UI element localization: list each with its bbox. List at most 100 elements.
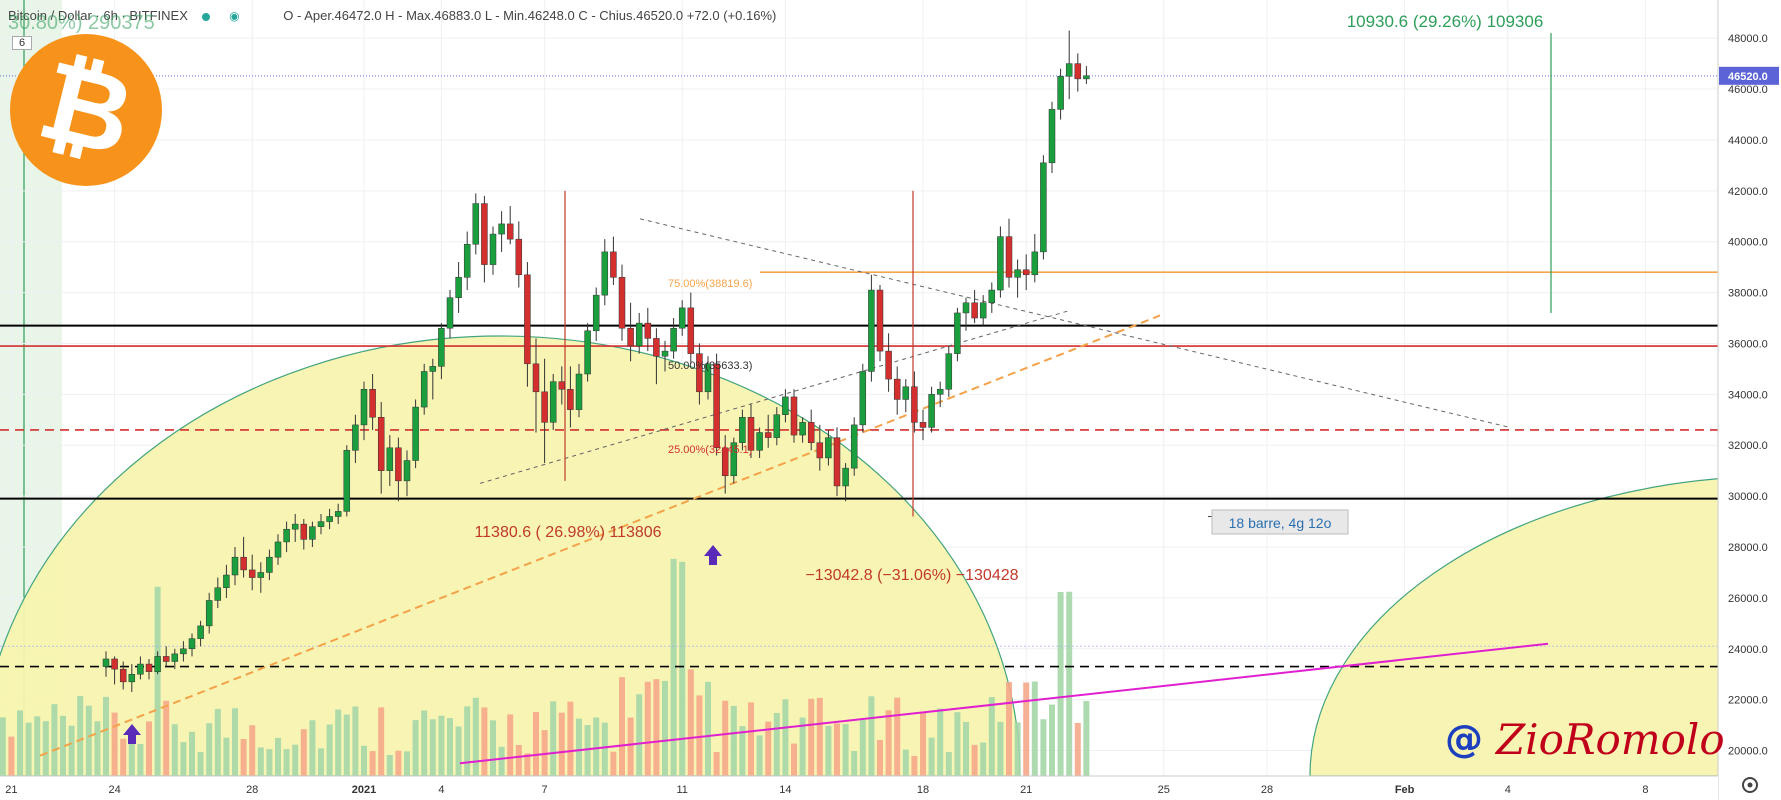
settings-gear-icon[interactable] [1742, 777, 1758, 793]
volume-bar [963, 721, 969, 776]
volume-bar [550, 701, 557, 776]
volume-bar [791, 743, 797, 776]
candle-body [1031, 251, 1039, 276]
volume-bar [300, 729, 307, 776]
candle-body [438, 327, 445, 367]
candle-body [386, 447, 394, 471]
candle-body [455, 277, 462, 298]
volume-bar [498, 746, 505, 776]
candle-body [721, 447, 729, 477]
volume-bar [636, 694, 643, 776]
candle-body [300, 523, 308, 540]
candle-body [687, 307, 695, 354]
date-tick-label: 8 [1642, 784, 1648, 796]
candle-body [111, 658, 118, 670]
candle-body [842, 467, 849, 487]
candle-body [567, 389, 574, 410]
up-arrow-icon [704, 545, 722, 565]
volume-bar [533, 711, 539, 776]
volume-bar [748, 702, 754, 776]
fib-25-label: 25.00%(32445.1) [668, 444, 752, 456]
measure-down-label: −13042.8 (−31.06%) −130428 [805, 567, 1018, 584]
volume-bar [438, 715, 445, 776]
candle-body [240, 556, 247, 571]
candle-body [988, 289, 996, 304]
trend-lines [39, 33, 1552, 765]
candle-body [102, 658, 110, 667]
candle-body [885, 350, 892, 380]
candle-body [670, 327, 677, 352]
volume-bar [60, 715, 66, 776]
candle-body [782, 396, 789, 415]
candle-body [627, 327, 634, 347]
candle-body [145, 663, 153, 672]
fib-50-label: 50.00%(35633.3) [668, 360, 752, 372]
volume-bar [877, 739, 883, 776]
volume-bar [189, 731, 195, 776]
volume-bar [584, 725, 591, 776]
volume-bar [85, 705, 92, 776]
volume-bar [1049, 704, 1055, 776]
volume-bar [326, 724, 333, 776]
candle-body [876, 289, 884, 352]
interval-badge[interactable]: 6 [12, 36, 33, 50]
candle-body [610, 251, 617, 278]
volume-bar [34, 716, 41, 776]
candle-body [911, 386, 918, 423]
last-price-label: 46520.0 [1728, 71, 1768, 83]
volume-bar [1057, 591, 1064, 776]
volume-bar [739, 726, 746, 776]
date-tick-label: 28 [1261, 784, 1273, 796]
volume-bar [0, 717, 6, 776]
candle-body [825, 437, 832, 459]
candle-body [154, 656, 161, 672]
candle-body [1083, 75, 1090, 80]
volume-bar [429, 719, 436, 776]
trend-line [639, 218, 1511, 428]
date-axis: 21 24 28 2021 4 7 11 14 18 21 25 28 Feb 4 8 [0, 775, 1718, 800]
volume-bar [180, 742, 187, 776]
volume-bar [816, 697, 823, 776]
volume-bar [378, 707, 385, 776]
volume-bar [421, 710, 428, 776]
volume-bar [1040, 719, 1047, 776]
volume-bar [576, 718, 582, 776]
candle-body [833, 437, 841, 487]
volume-bar [68, 725, 75, 776]
candle-body [197, 625, 204, 639]
candle-body [661, 350, 669, 357]
volume-bar [232, 708, 238, 776]
volume-bar [954, 712, 961, 776]
volume-bar [481, 707, 488, 776]
candle-body [696, 353, 703, 393]
volume-bar [120, 738, 127, 776]
volume-bar [524, 753, 531, 776]
volume-bar [25, 722, 32, 776]
volume-bar [128, 730, 135, 776]
volume-bar [395, 750, 402, 776]
volume-bar [412, 720, 419, 776]
volume-bar [705, 681, 711, 776]
candle-body [274, 541, 282, 558]
visibility-eye-icon[interactable]: ◉ [229, 9, 240, 23]
volume-bar [885, 710, 892, 776]
candle-body [1014, 269, 1021, 278]
volume-bar [472, 697, 479, 776]
candle-body [369, 389, 376, 418]
price-axis-bg [1718, 0, 1781, 800]
volume-bar [687, 669, 694, 776]
volume-bar [627, 717, 634, 776]
candle-body [343, 450, 351, 512]
candle-body [403, 460, 411, 482]
candle-body [412, 406, 419, 461]
up-arrow-icon [123, 724, 141, 744]
signature: @ ZioRomolo [1445, 715, 1725, 764]
volume-bar [266, 749, 273, 776]
date-tick-label: 2021 [352, 784, 376, 796]
volume-bar [257, 747, 264, 776]
candle-body [1005, 236, 1013, 278]
candle-body [928, 394, 935, 428]
candle-body [334, 511, 342, 517]
candle-body [524, 274, 531, 365]
